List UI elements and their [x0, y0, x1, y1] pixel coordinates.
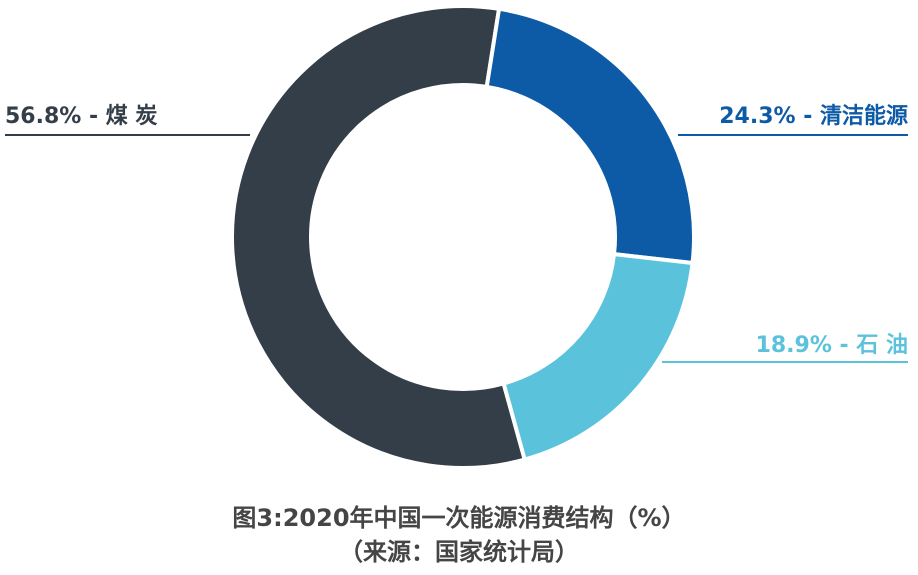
slice-label: 18.9% - 石 油 [756, 333, 908, 358]
slice-label: 24.3% - 清洁能源 [719, 103, 908, 129]
donut-slice [230, 4, 528, 470]
chart-title: 图3:2020年中国一次能源消费结构（%） [232, 504, 685, 532]
donut-slice [501, 251, 695, 463]
chart-subtitle: （来源：国家统计局） [339, 538, 579, 566]
donut-slice [484, 6, 696, 266]
slice-label: 56.8% - 煤 炭 [5, 103, 157, 129]
